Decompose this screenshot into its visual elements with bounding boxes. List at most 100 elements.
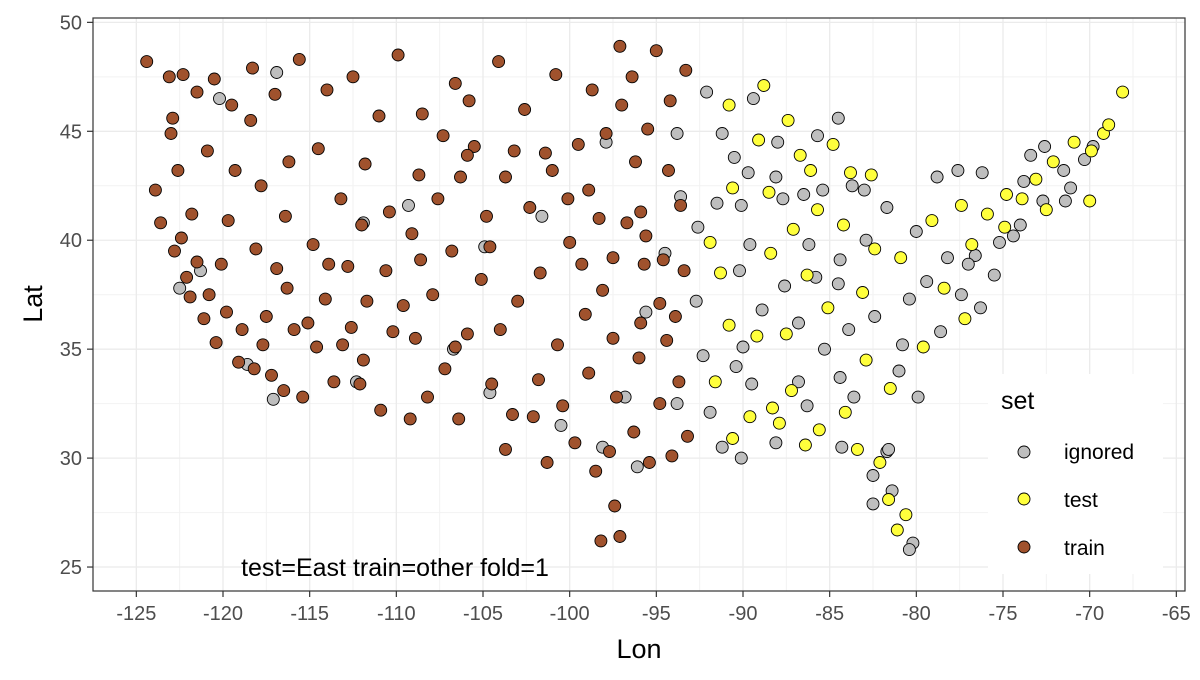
point-test — [798, 438, 812, 452]
point-train — [660, 333, 674, 347]
point-train — [563, 235, 577, 249]
point-ignored — [691, 220, 705, 234]
point-train — [200, 144, 214, 158]
point-test — [804, 164, 818, 177]
point-train — [460, 327, 474, 341]
point-train — [674, 198, 688, 212]
major-grid — [93, 18, 1185, 591]
point-ignored — [811, 129, 824, 143]
point-test — [826, 137, 840, 151]
point-train — [247, 362, 261, 376]
point-ignored — [1017, 174, 1031, 188]
point-train — [499, 442, 512, 456]
point-test — [859, 353, 873, 367]
point-train — [353, 377, 367, 391]
point-ignored — [920, 275, 934, 289]
point-train — [414, 253, 428, 267]
point-train — [334, 192, 348, 206]
point-ignored — [911, 390, 925, 404]
y-axis-title: Lat — [18, 285, 48, 323]
point-ignored — [835, 440, 849, 454]
point-train — [642, 456, 656, 469]
point-ignored — [1057, 164, 1071, 177]
point-train — [454, 170, 467, 184]
x-tick-label: -115 — [290, 603, 329, 625]
point-train — [202, 288, 216, 302]
point-ignored — [670, 127, 684, 140]
point-ignored — [741, 166, 755, 180]
point-test — [1015, 192, 1029, 206]
point-ignored — [987, 268, 1001, 282]
point-test — [722, 98, 736, 112]
point-ignored — [700, 85, 714, 99]
x-tick-label: -70 — [1075, 603, 1104, 625]
point-train — [310, 340, 324, 354]
point-test — [965, 238, 979, 252]
point-ignored — [831, 277, 845, 291]
series-test — [703, 79, 1130, 537]
x-tick-label: -80 — [902, 603, 931, 625]
point-train — [483, 240, 497, 254]
point-ignored — [802, 238, 816, 252]
point-train — [190, 255, 204, 269]
point-ignored — [1078, 153, 1091, 167]
point-train — [197, 312, 211, 326]
point-train — [412, 168, 426, 182]
point-ignored — [734, 198, 748, 212]
point-ignored — [902, 543, 916, 557]
point-train — [677, 264, 691, 278]
point-ignored — [1024, 148, 1038, 162]
point-test — [726, 432, 740, 445]
point-test — [714, 266, 727, 280]
y-tick-label: 45 — [60, 121, 82, 143]
point-ignored — [173, 281, 187, 295]
point-test — [890, 523, 904, 537]
point-train — [474, 272, 488, 286]
point-ignored — [743, 238, 757, 252]
point-train — [360, 294, 374, 308]
point-train — [603, 445, 616, 459]
point-train — [578, 307, 592, 321]
x-tick-label: -85 — [815, 603, 844, 625]
point-test — [958, 312, 972, 326]
point-ignored — [639, 305, 653, 319]
x-tick-label: -100 — [550, 603, 590, 625]
data-points — [140, 39, 1130, 557]
point-ignored — [974, 301, 987, 315]
point-train — [532, 373, 545, 387]
point-train — [533, 266, 547, 280]
point-train — [431, 192, 445, 206]
point-ignored — [769, 170, 783, 184]
point-train — [221, 214, 235, 228]
point-train — [615, 98, 629, 112]
point-test — [762, 185, 776, 199]
point-train — [613, 530, 627, 543]
point-ignored — [554, 418, 568, 432]
point-ignored — [1006, 229, 1020, 243]
point-train — [358, 157, 372, 171]
point-train — [608, 499, 622, 513]
legend-background — [988, 374, 1163, 574]
point-train — [511, 294, 525, 308]
point-train — [355, 218, 369, 232]
point-train — [492, 55, 506, 69]
point-train — [391, 48, 405, 62]
point-ignored — [866, 469, 880, 482]
point-train — [277, 384, 291, 398]
point-train — [582, 183, 596, 197]
point-train — [460, 148, 474, 162]
point-test — [864, 168, 878, 182]
point-train — [190, 85, 204, 99]
point-test — [752, 133, 766, 147]
point-test — [1046, 155, 1060, 169]
y-tick-label: 35 — [60, 339, 82, 361]
point-ignored — [771, 135, 785, 149]
point-train — [485, 377, 499, 391]
point-ignored — [792, 375, 805, 389]
point-train — [656, 253, 670, 267]
point-test — [1000, 188, 1013, 201]
point-train — [499, 170, 512, 184]
point-ignored — [954, 288, 968, 302]
point-train — [346, 70, 360, 84]
point-train — [452, 412, 466, 426]
